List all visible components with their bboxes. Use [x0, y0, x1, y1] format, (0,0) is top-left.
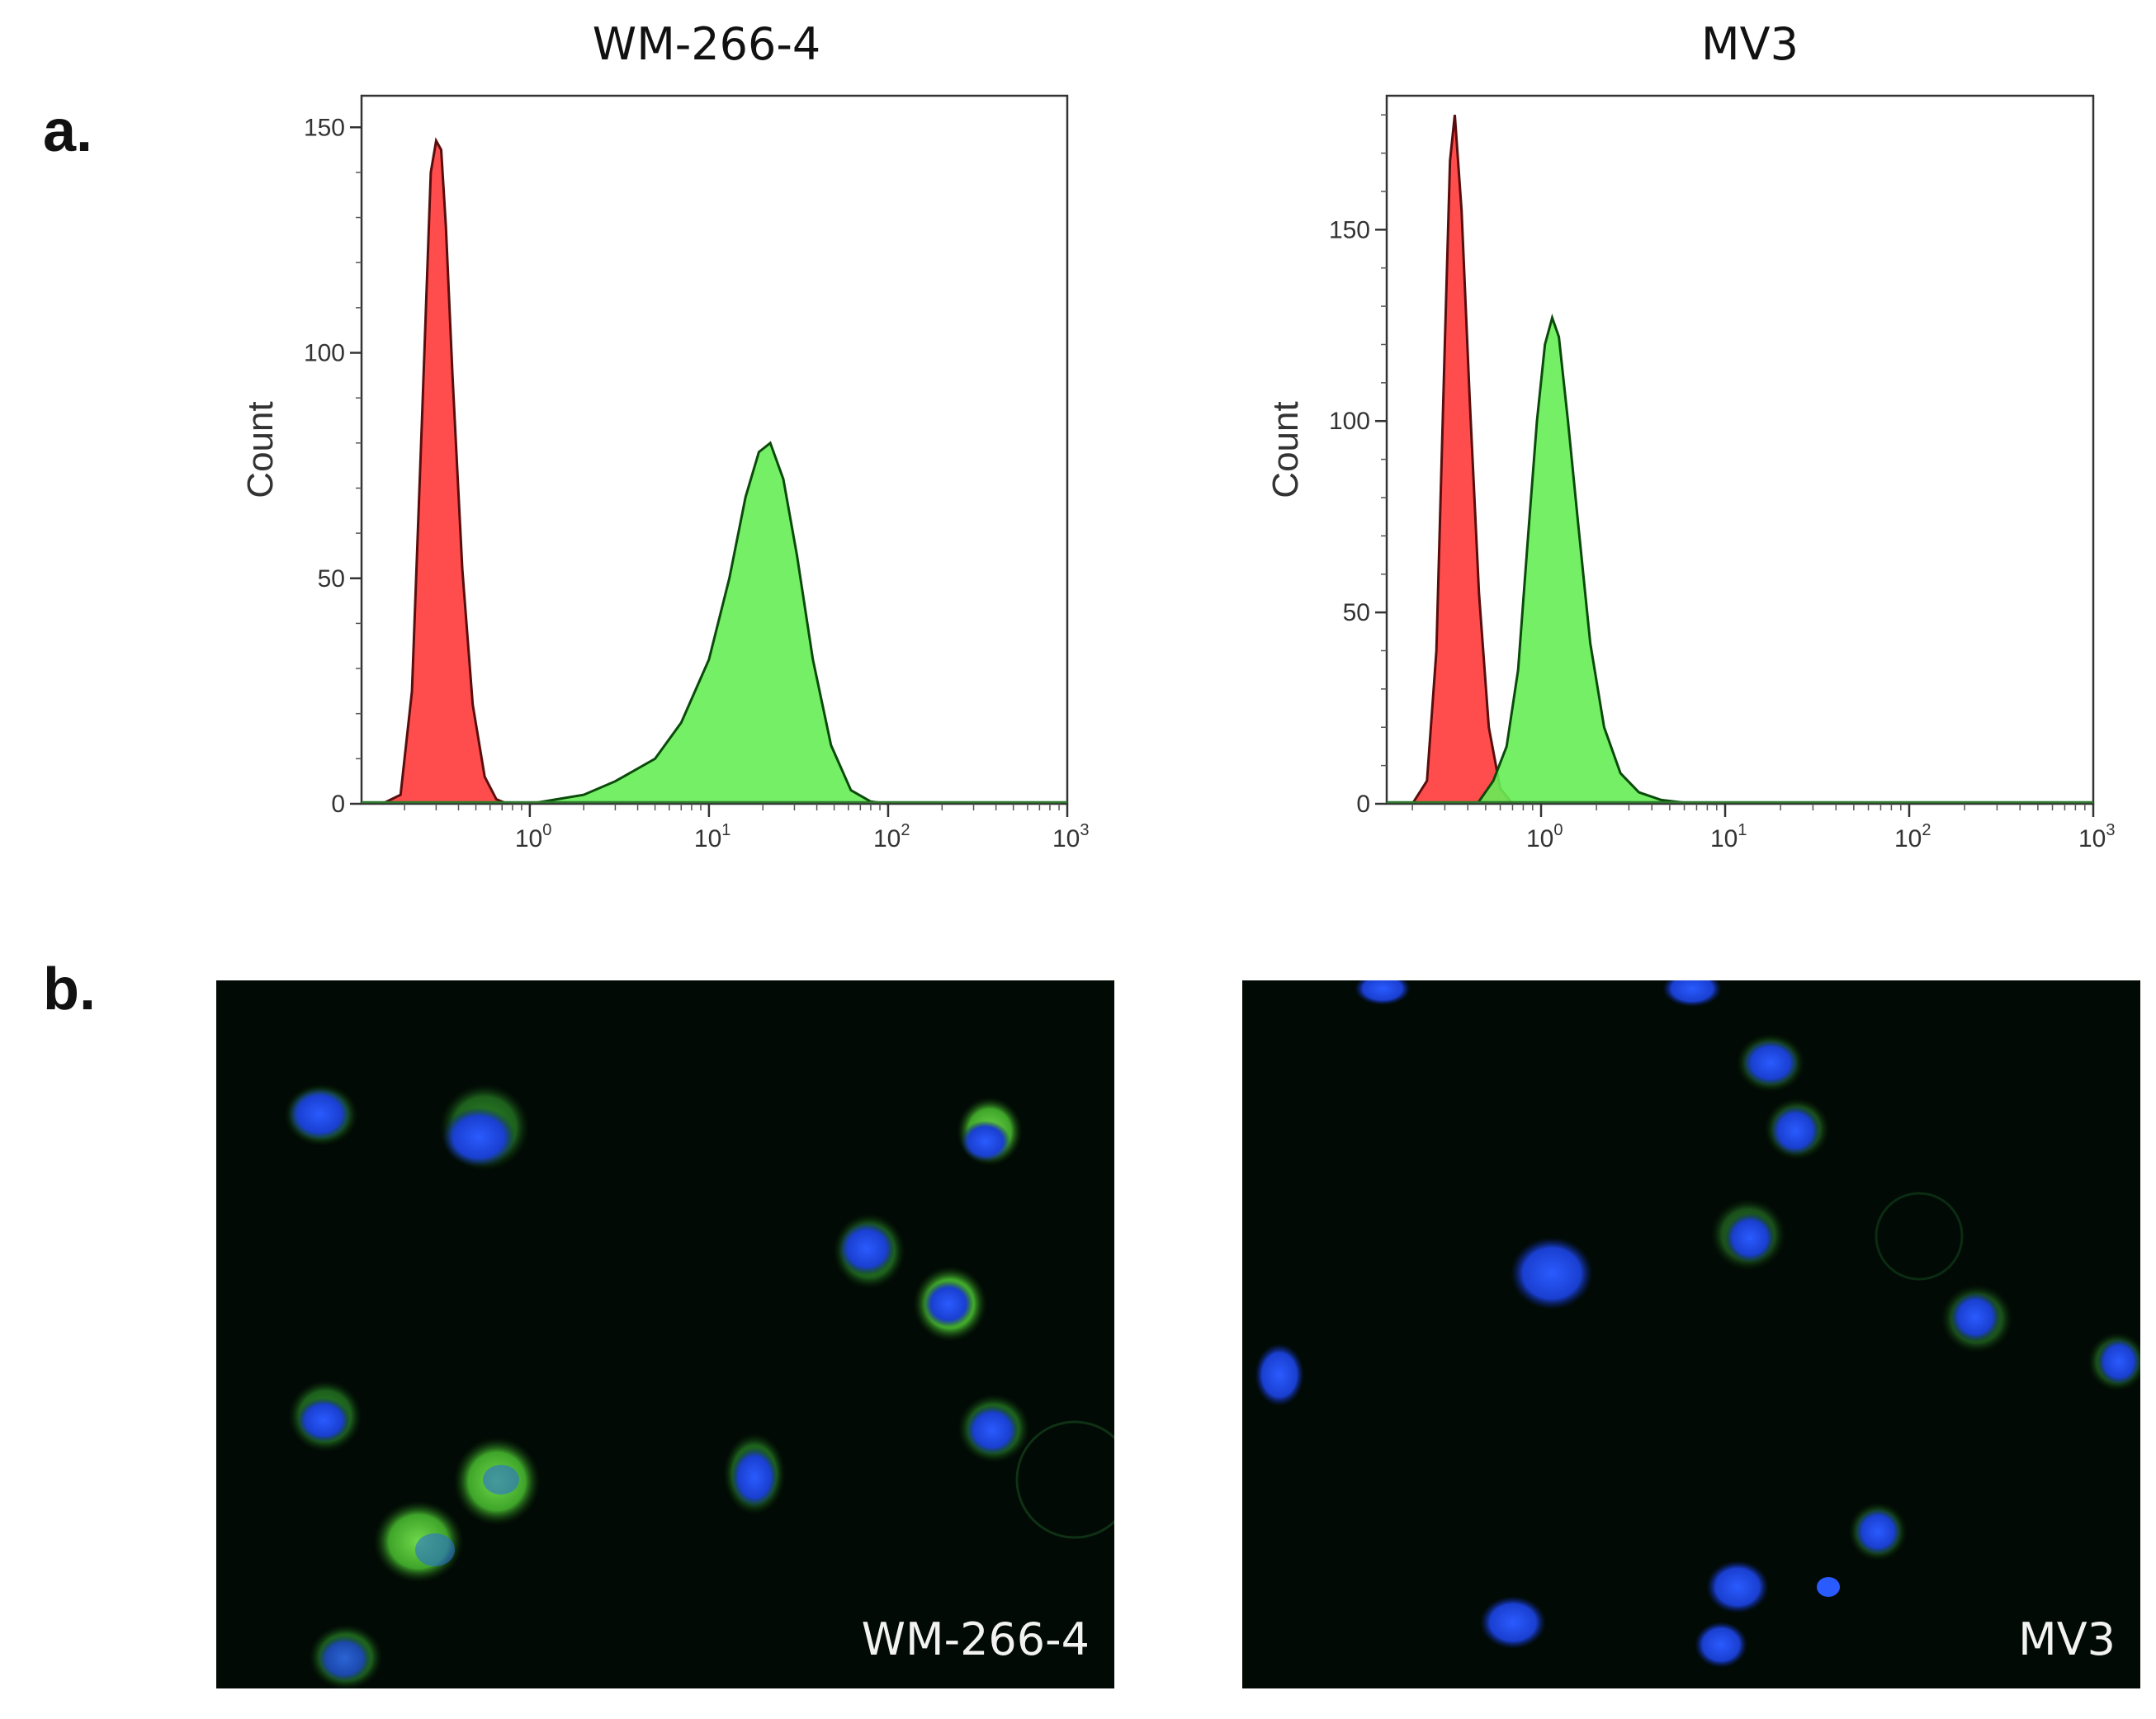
x-tick-label: 101	[1710, 821, 1747, 852]
x-tick-label: 102	[1894, 821, 1931, 852]
micrograph-wm-266-4-image	[284, 1084, 1114, 1688]
histogram-line-1	[1411, 115, 1514, 805]
y-tick-label: 150	[304, 114, 345, 141]
x-tick-label: 100	[515, 821, 552, 852]
panel-b-label: b.	[43, 956, 96, 1022]
histogram-area-2	[1477, 318, 1717, 804]
histogram-area-2	[529, 442, 888, 804]
histogram-line-2	[529, 441, 889, 805]
x-tick-label: 100	[1526, 821, 1563, 852]
y-tick-label: 0	[331, 791, 345, 818]
y-tick-label: 50	[318, 565, 345, 593]
y-axis-label: Count	[240, 401, 281, 498]
y-axis-label: Count	[1265, 401, 1306, 498]
micrograph-mv3-image	[1255, 980, 2140, 1668]
micrograph-label-mv3: MV3	[2018, 1613, 2116, 1665]
x-tick-label: 103	[2078, 821, 2116, 852]
histogram-mv3: 0 50 100 150 100 101 102 103 Count	[1265, 94, 2116, 852]
chart-title-left: WM-266-4	[592, 18, 821, 70]
chart-title-right: MV3	[1701, 18, 1799, 70]
x-tick-label: 101	[694, 821, 731, 852]
micrograph-label-wm-266-4: WM-266-4	[861, 1613, 1090, 1665]
histogram-line-2	[1476, 313, 1717, 805]
histogram-area-1	[382, 140, 508, 805]
x-tick-label: 102	[873, 821, 910, 852]
micrograph-wm-266-4: WM-266-4	[216, 980, 1114, 1688]
micrograph-mv3: MV3	[1242, 980, 2140, 1688]
y-tick-label: 150	[1329, 216, 1370, 243]
histogram-wm-266-4: 0 50 100 150 100 101 102 103 Count	[240, 94, 1090, 852]
plot-frame	[1385, 94, 2095, 805]
y-tick-label: 100	[304, 340, 345, 367]
x-tick-label: 103	[1052, 821, 1090, 852]
histogram-line-1	[381, 137, 508, 805]
y-tick-label: 100	[1329, 408, 1370, 435]
y-tick-label: 50	[1343, 599, 1370, 626]
plot-frame	[360, 94, 1069, 805]
panel-a-label: a.	[43, 98, 93, 164]
y-tick-label: 0	[1356, 791, 1370, 818]
